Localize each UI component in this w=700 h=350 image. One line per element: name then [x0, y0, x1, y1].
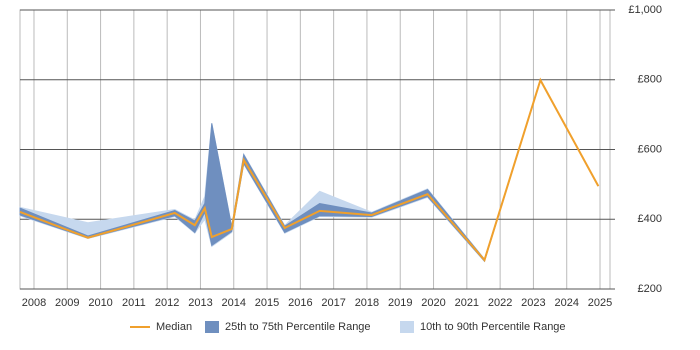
- x-tick-label: 2016: [288, 297, 312, 309]
- x-tick-label: 2009: [55, 297, 79, 309]
- y-tick-label: £200: [638, 283, 662, 295]
- x-tick-label: 2025: [588, 297, 612, 309]
- y-tick-label: £600: [638, 143, 662, 155]
- y-tick-label: £400: [638, 213, 662, 225]
- x-tick-label: 2010: [88, 297, 112, 309]
- legend-label: 25th to 75th Percentile Range: [225, 321, 371, 333]
- x-tick-label: 2015: [255, 297, 279, 309]
- x-tick-label: 2014: [222, 297, 246, 309]
- x-tick-label: 2012: [155, 297, 179, 309]
- x-tick-label: 2024: [554, 297, 578, 309]
- legend-label: 10th to 90th Percentile Range: [420, 321, 566, 333]
- x-tick-label: 2017: [321, 297, 345, 309]
- y-tick-label: £800: [638, 74, 662, 86]
- y-tick-label: £1,000: [628, 4, 662, 16]
- x-tick-label: 2020: [421, 297, 445, 309]
- median-line: [19, 77, 600, 263]
- x-tick-label: 2021: [455, 297, 479, 309]
- x-tick-label: 2013: [188, 297, 212, 309]
- x-tick-label: 2019: [388, 297, 412, 309]
- legend-swatch: [205, 321, 219, 333]
- x-tick-label: 2018: [355, 297, 379, 309]
- x-tick-label: 2022: [488, 297, 512, 309]
- x-tick-label: 2008: [22, 297, 46, 309]
- x-tick-label: 2023: [521, 297, 545, 309]
- legend-label: Median: [156, 321, 192, 333]
- legend-swatch: [400, 321, 414, 333]
- x-tick-label: 2011: [122, 297, 146, 309]
